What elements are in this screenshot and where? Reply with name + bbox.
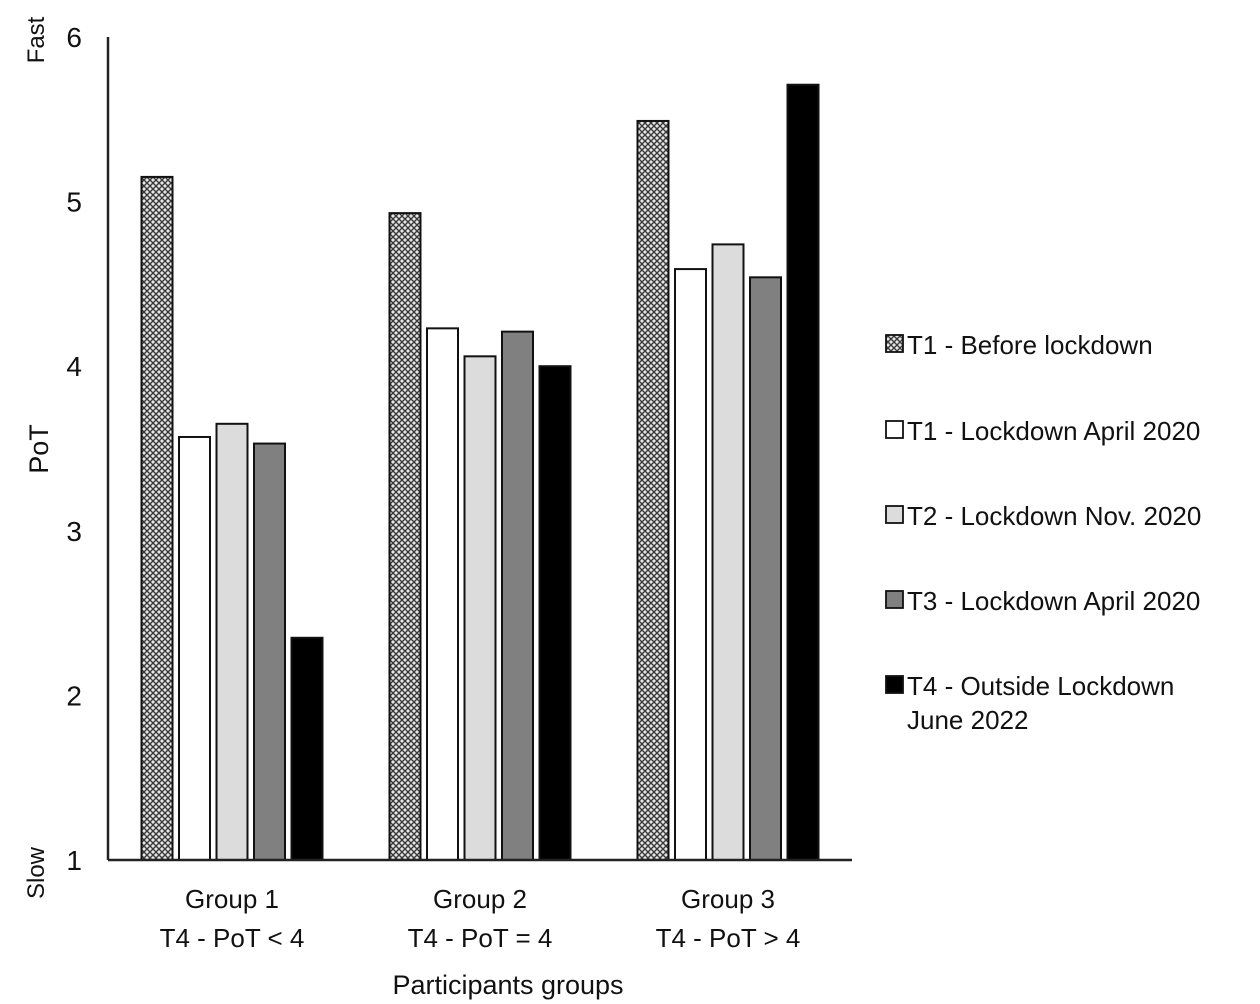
y-tick-label: 2 — [66, 680, 82, 711]
y-axis-title: PoT — [24, 424, 54, 474]
bar — [178, 435, 211, 861]
x-tick-sublabel: T4 - PoT > 4 — [656, 923, 801, 953]
bar — [426, 327, 459, 862]
bar — [140, 175, 174, 862]
legend-label: June 2022 — [907, 705, 1028, 735]
y-tick-label: 6 — [66, 22, 82, 53]
legend: T1 - Before lockdown T1 - Lockdown April … — [885, 330, 1201, 735]
legend-label: T2 - Lockdown Nov. 2020 — [907, 501, 1201, 531]
legend-swatch — [885, 420, 904, 439]
y-tick-labels: 1 2 3 4 5 6 — [66, 22, 82, 876]
y-tick-label: 3 — [66, 516, 82, 547]
bar — [215, 422, 249, 861]
bar — [711, 243, 745, 861]
bar — [786, 83, 820, 861]
legend-swatch — [885, 675, 904, 694]
bar — [749, 276, 782, 862]
legend-swatch — [885, 505, 904, 524]
bar — [538, 365, 572, 861]
bars-group — [140, 83, 820, 862]
legend-swatch — [885, 590, 904, 609]
x-axis-title: Participants groups — [392, 970, 623, 1000]
y-axis-top-label: Fast — [23, 16, 50, 63]
legend-label: T1 - Before lockdown — [907, 330, 1153, 360]
bar — [674, 268, 707, 861]
legend-swatch — [885, 334, 904, 353]
bar — [501, 330, 534, 862]
bar — [636, 119, 670, 862]
legend-label: T1 - Lockdown April 2020 — [907, 416, 1200, 446]
x-tick-sublabel: T4 - PoT < 4 — [160, 923, 305, 953]
x-tick-sublabel: T4 - PoT = 4 — [408, 923, 553, 953]
y-tick-label: 5 — [66, 187, 82, 218]
legend-label: T4 - Outside Lockdown — [907, 671, 1174, 701]
x-tick-label: Group 2 — [433, 884, 527, 914]
bar — [388, 212, 422, 861]
bar — [463, 355, 497, 861]
x-tick-label: Group 1 — [185, 884, 279, 914]
bar — [290, 636, 324, 861]
y-tick-label: 4 — [66, 351, 82, 382]
bar — [253, 442, 286, 861]
legend-label: T3 - Lockdown April 2020 — [907, 586, 1200, 616]
y-axis-bottom-label: Slow — [23, 846, 50, 899]
x-tick-label: Group 3 — [681, 884, 775, 914]
x-tick-labels: Group 1 T4 - PoT < 4 Group 2 T4 - PoT = 4 Gr… — [160, 884, 801, 953]
y-tick-label: 1 — [66, 845, 82, 876]
